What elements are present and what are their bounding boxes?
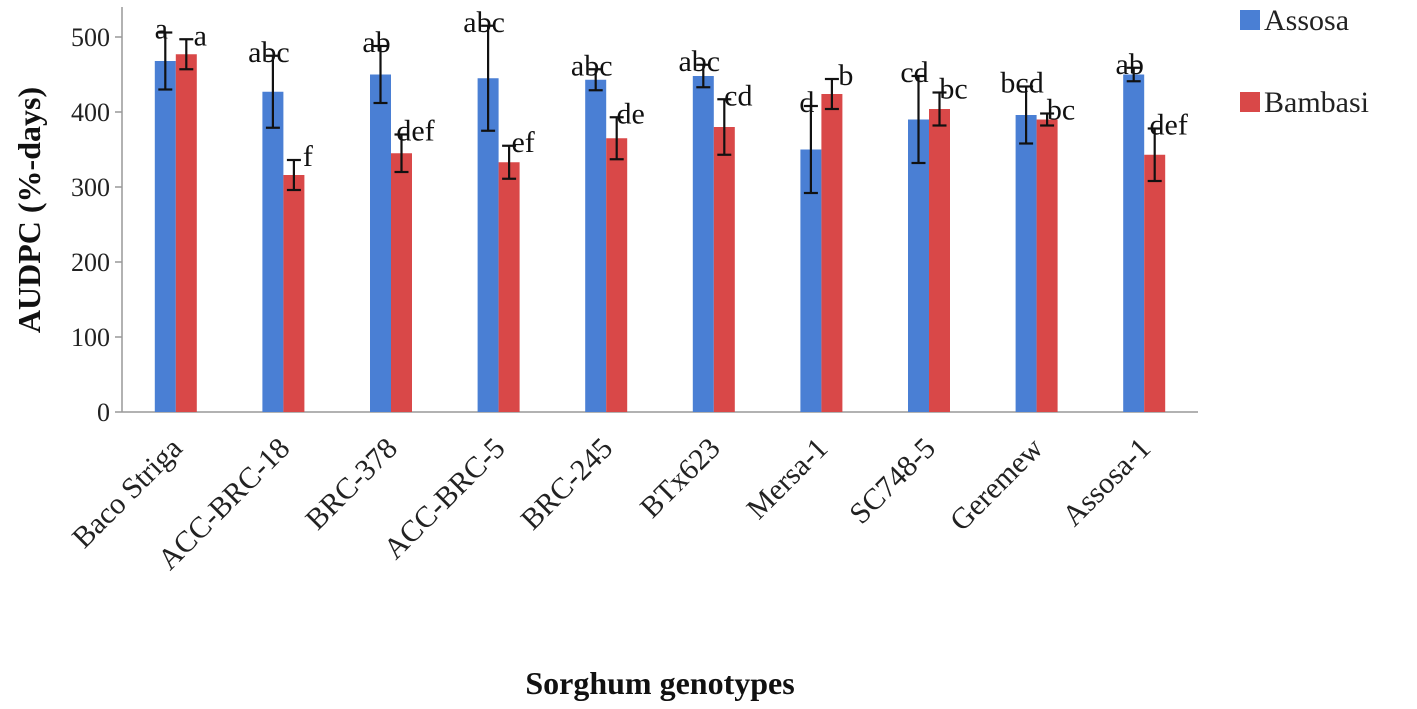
bar-bambasi (606, 138, 628, 412)
significance-letter: bc (1047, 94, 1075, 127)
bar-assosa (1015, 115, 1037, 412)
legend-swatch-bambasi (1240, 92, 1260, 112)
bar-assosa (800, 149, 822, 412)
significance-letter: a (194, 19, 207, 52)
significance-letter: ab (362, 26, 390, 59)
legend-swatch-assosa (1240, 10, 1260, 30)
y-tick-label: 100 (71, 323, 110, 352)
significance-letter: ef (511, 126, 534, 159)
category-label: Assosa-1 (1056, 432, 1157, 533)
significance-letter: de (617, 97, 645, 130)
y-tick-label: 0 (97, 398, 110, 427)
category-label: Mersa-1 (740, 432, 834, 526)
bar-bambasi (713, 127, 735, 412)
significance-letter: a (155, 13, 168, 46)
bar-assosa (1123, 74, 1145, 412)
significance-letter: def (1150, 109, 1188, 142)
significance-letter: bcd (1000, 67, 1043, 100)
bar-bambasi (821, 94, 843, 412)
significance-letter: d (799, 86, 814, 119)
bar-bambasi (498, 162, 520, 412)
category-label: BRC-378 (299, 432, 404, 537)
category-label: Geremew (944, 431, 1050, 537)
legend-label-bambasi: Bambasi (1264, 86, 1369, 119)
bar-assosa (154, 61, 176, 412)
significance-letter: abc (571, 49, 613, 82)
significance-letter: f (303, 140, 313, 173)
bars-layer (154, 24, 1166, 412)
significance-letter: abc (248, 36, 290, 69)
bar-bambasi (1144, 154, 1166, 412)
significance-letter: bc (939, 73, 967, 106)
bar-assosa (585, 79, 607, 412)
y-tick-label: 300 (71, 173, 110, 202)
bar-assosa (262, 91, 284, 412)
bar-bambasi (929, 109, 950, 412)
legend-label-assosa: Assosa (1264, 4, 1349, 37)
significance-letter: abc (678, 45, 720, 78)
x-axis-title: Sorghum genotypes (525, 665, 794, 701)
bar-bambasi (391, 153, 412, 412)
significance-letter: def (396, 115, 434, 148)
bar-bambasi (175, 54, 197, 412)
significance-letter: cd (900, 56, 928, 89)
y-tick-label: 400 (71, 98, 110, 127)
category-label: BRC-245 (514, 432, 619, 537)
bar-assosa (908, 119, 929, 412)
category-label: BTx623 (634, 432, 727, 525)
bar-assosa (692, 76, 714, 412)
bar-assosa (477, 78, 499, 412)
significance-letter: abc (463, 6, 505, 39)
bar-assosa (370, 74, 391, 412)
legend: Assosa Bambasi (1240, 4, 1369, 119)
significance-letter: b (838, 59, 853, 92)
y-tick-label: 500 (71, 23, 110, 52)
significance-letter: ab (1116, 48, 1144, 81)
category-label: SC748-5 (843, 432, 942, 531)
y-axis-title: AUDPC (%-days) (11, 87, 47, 333)
significance-letter: cd (724, 79, 752, 112)
bar-bambasi (283, 175, 305, 412)
y-tick-label: 200 (71, 248, 110, 277)
bar-bambasi (1036, 119, 1058, 412)
